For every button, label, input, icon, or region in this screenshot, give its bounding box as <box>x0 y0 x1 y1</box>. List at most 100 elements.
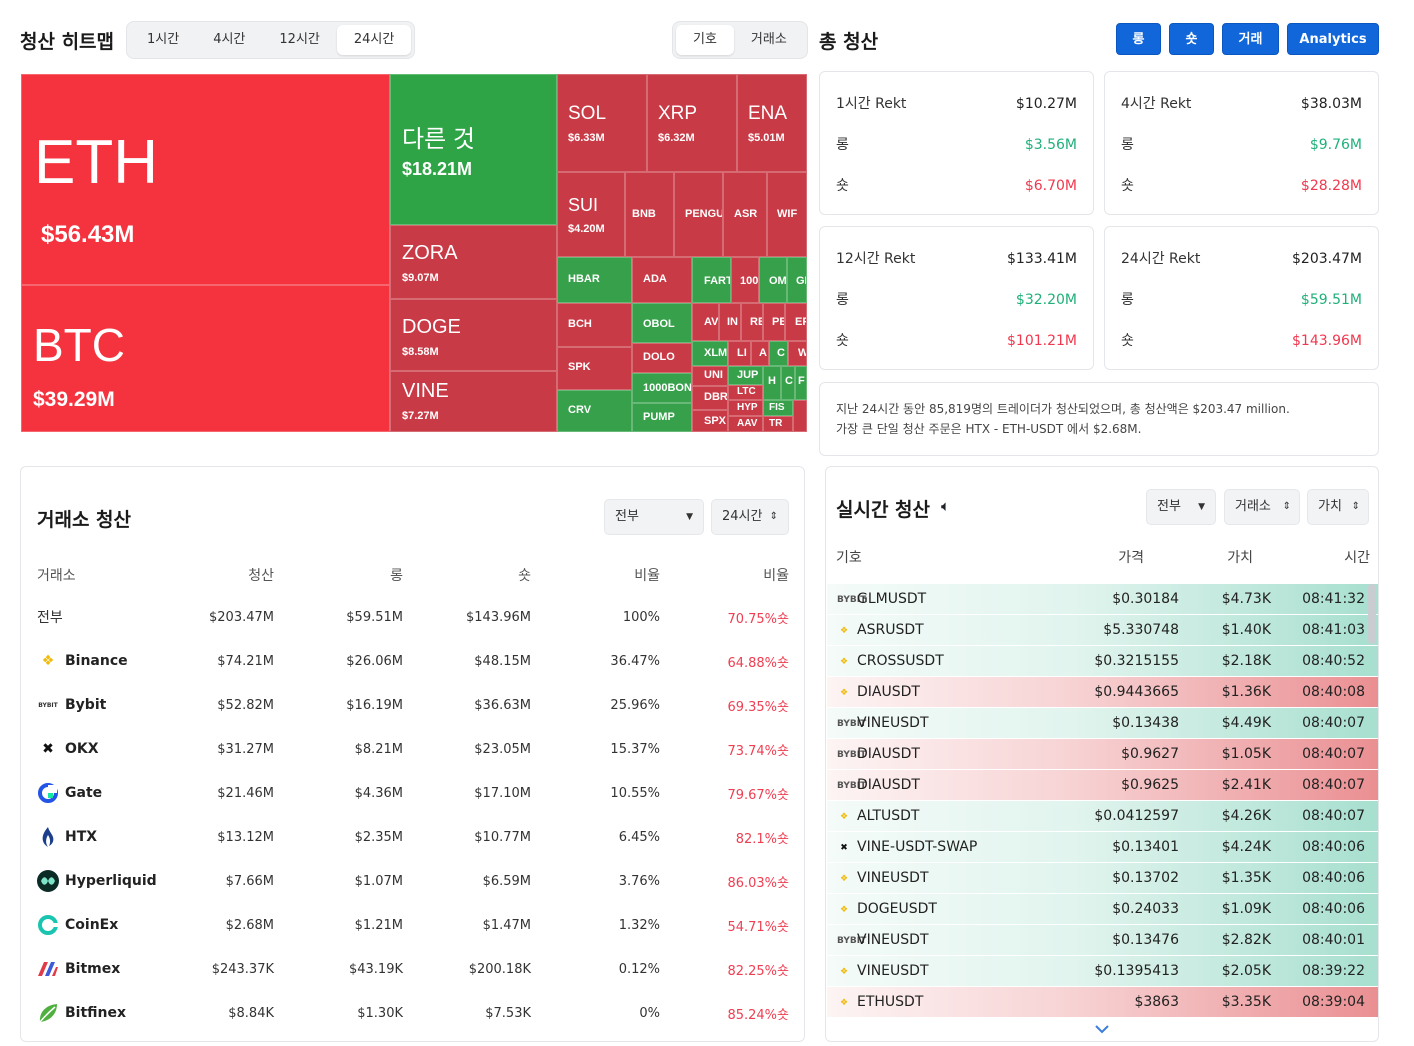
col-short-ratio[interactable]: 비율 <box>763 568 789 584</box>
analytics-button[interactable]: Analytics <box>1287 23 1379 55</box>
col-ratio[interactable]: 비율 <box>634 568 660 584</box>
live-filter-all[interactable]: 전부 ▼ <box>1146 489 1216 525</box>
heatmap-tile-gi[interactable]: GI <box>787 257 807 303</box>
list-item[interactable]: BYBIT DIAUSDT $0.9625 $2.41K 08:40:07 <box>827 770 1378 801</box>
list-item[interactable]: ❖ ASRUSDT $5.330748 $1.40K 08:41:03 <box>827 615 1378 646</box>
table-row[interactable]: Bitmex $243.37K $43.19K $200.18K 0.12% 8… <box>37 947 789 991</box>
heatmap-tile-om[interactable]: OM <box>759 257 787 303</box>
table-row[interactable]: ❖ Binance $74.21M $26.06M $48.15M 36.47% … <box>37 639 789 683</box>
time: 08:40:07 <box>1302 715 1365 731</box>
list-item[interactable]: ❖ VINEUSDT $0.1395413 $2.05K 08:39:22 <box>827 956 1378 987</box>
list-item[interactable]: ✖ VINE-USDT-SWAP $0.13401 $4.24K 08:40:06 <box>827 832 1378 863</box>
col-liquidation[interactable]: 청산 <box>248 568 274 584</box>
list-item[interactable]: ❖ ALTUSDT $0.0412597 $4.26K 08:40:07 <box>827 801 1378 832</box>
table-row[interactable]: HTX $13.12M $2.35M $10.77M 6.45% 82.1%숏 <box>37 815 789 859</box>
live-filter-exchange[interactable]: 거래소 ⇕ <box>1224 489 1300 525</box>
heatmap-tile-doge[interactable]: DOGE $8.58M <box>390 299 557 371</box>
heatmap-tile-pengu[interactable]: PENGU <box>674 172 723 257</box>
live-filter-value[interactable]: 가치 ⇕ <box>1307 489 1369 525</box>
heatmap-tile-av[interactable]: AV <box>692 303 719 341</box>
heatmap-tile-in[interactable]: IN <box>719 303 741 341</box>
heatmap-tile-f[interactable]: F <box>795 366 807 400</box>
exchange-period-dropdown[interactable]: 24시간 ⇕ <box>711 499 789 535</box>
list-item[interactable]: ❖ VINEUSDT $0.13702 $1.35K 08:40:06 <box>827 863 1378 894</box>
heatmap-tile-ena[interactable]: ENA $5.01M <box>737 74 807 172</box>
table-row[interactable]: Hyperliquid $7.66M $1.07M $6.59M 3.76% 8… <box>37 859 789 903</box>
heatmap-tile-pump[interactable]: PUMP <box>632 403 692 432</box>
table-row[interactable]: ✖ OKX $31.27M $8.21M $23.05M 15.37% 73.74… <box>37 727 789 771</box>
heatmap-tile-pe[interactable]: PE <box>763 303 785 341</box>
heatmap-tile-vine[interactable]: VINE $7.27M <box>390 371 557 432</box>
heatmap-tile-uni[interactable]: UNI <box>692 366 728 386</box>
heatmap-tile-sol[interactable]: SOL $6.33M <box>557 74 647 172</box>
heatmap-tile-fis[interactable]: FIS <box>763 400 793 416</box>
heatmap-tile-dbr[interactable]: DBR <box>692 386 728 410</box>
list-item[interactable]: ❖ DOGEUSDT $0.24033 $1.09K 08:40:06 <box>827 894 1378 925</box>
mute-speaker-icon[interactable]: 🔈︎ <box>941 497 951 515</box>
heatmap-tile-hyp[interactable]: HYP <box>728 400 763 416</box>
list-item[interactable]: BYBIT DIAUSDT $0.9627 $1.05K 08:40:07 <box>827 739 1378 770</box>
table-row[interactable]: Gate $21.46M $4.36M $17.10M 10.55% 79.67… <box>37 771 789 815</box>
heatmap-tile-c2[interactable]: C <box>781 366 795 400</box>
heatmap-tile-1000bon[interactable]: 1000BON <box>632 373 692 403</box>
heatmap-tile-misc[interactable] <box>793 400 807 432</box>
table-row[interactable]: 전부 $203.47M $59.51M $143.96M 100% 70.75%… <box>37 595 789 639</box>
tab-exchange[interactable]: 거래소 <box>750 32 787 47</box>
tab-4h[interactable]: 4시간 <box>213 32 246 47</box>
short-button[interactable]: 숏 <box>1169 23 1214 55</box>
heatmap-tile-ef[interactable]: EF <box>785 303 807 341</box>
heatmap-tile-h[interactable]: H <box>763 366 781 400</box>
heatmap-tile-li[interactable]: LI <box>728 341 751 366</box>
heatmap-tile-zora[interactable]: ZORA $9.07M <box>390 225 557 299</box>
heatmap-tile-fart[interactable]: FART <box>692 257 731 303</box>
heatmap-tile-100[interactable]: 100 <box>731 257 759 303</box>
chevron-down-icon[interactable] <box>1094 1022 1110 1038</box>
heatmap-tile-a[interactable]: A <box>751 341 769 366</box>
heatmap-tile-asr[interactable]: ASR <box>723 172 767 257</box>
live-list-scrollbar[interactable] <box>1368 584 1376 644</box>
heatmap-tile-sui[interactable]: SUI $4.20M <box>557 172 625 257</box>
heatmap-tile-tr[interactable]: TR <box>763 416 793 432</box>
heatmap-tile-crv[interactable]: CRV <box>557 390 632 432</box>
heatmap-tile-w[interactable]: W <box>788 341 807 366</box>
list-item[interactable]: ❖ CROSSUSDT $0.3215155 $2.18K 08:40:52 <box>827 646 1378 677</box>
heatmap-tile-wif[interactable]: WIF <box>767 172 807 257</box>
heatmap-tile-dolo[interactable]: DOLO <box>632 343 692 373</box>
heatmap-tile-btc[interactable]: BTC $39.29M <box>21 285 390 432</box>
tab-12h[interactable]: 12시간 <box>279 32 320 47</box>
heatmap-tile-spx[interactable]: SPX <box>692 410 728 432</box>
tab-24h[interactable]: 24시간 <box>336 25 412 55</box>
tab-symbol[interactable]: 기호 <box>676 25 734 55</box>
heatmap-tile-aav[interactable]: AAV <box>728 416 763 432</box>
heatmap-tile-ltc[interactable]: LTC <box>728 385 763 400</box>
heatmap-tile-bch[interactable]: BCH <box>557 303 632 347</box>
list-item[interactable]: ❖ DIAUSDT $0.9443665 $1.36K 08:40:08 <box>827 677 1378 708</box>
col-short[interactable]: 숏 <box>518 568 531 584</box>
heatmap-tile-others[interactable]: 다른 것 $18.21M <box>390 74 557 225</box>
list-item[interactable]: BYBIT VINEUSDT $0.13438 $4.49K 08:40:07 <box>827 708 1378 739</box>
heatmap-tile-ada[interactable]: ADA <box>632 257 692 303</box>
heatmap-tile-eth[interactable]: ETH $56.43M <box>21 74 390 285</box>
heatmap-tile-c[interactable]: C <box>769 341 788 366</box>
heatmap-tile-bnb[interactable]: BNB <box>625 172 674 257</box>
col-long[interactable]: 롱 <box>390 568 403 584</box>
live-liquidation-list[interactable]: BYBIT GLMUSDT $0.30184 $4.73K 08:41:32 ❖ ASRU… <box>827 584 1378 1024</box>
list-item[interactable]: ❖ ETHUSDT $3863 $3.35K 08:39:04 <box>827 987 1378 1018</box>
heatmap-tile-re[interactable]: RE <box>741 303 763 341</box>
list-item[interactable]: BYBIT VINEUSDT $0.13476 $2.82K 08:40:01 <box>827 925 1378 956</box>
table-row[interactable]: Bitfinex $8.84K $1.30K $7.53K 0% 85.24%숏 <box>37 991 789 1035</box>
heatmap-tile-jup[interactable]: JUP <box>728 366 763 385</box>
table-row[interactable]: BYBIT Bybit $52.82M $16.19M $36.63M 25.96… <box>37 683 789 727</box>
exchange-filter-dropdown[interactable]: 전부 ▼ <box>604 499 704 535</box>
tab-1h[interactable]: 1시간 <box>147 32 180 47</box>
heatmap-tile-xrp[interactable]: XRP $6.32M <box>647 74 737 172</box>
heatmap-tile-xlm[interactable]: XLM <box>692 341 728 366</box>
heatmap-tile-obol[interactable]: OBOL <box>632 303 692 343</box>
col-exchange[interactable]: 거래소 <box>37 568 76 584</box>
heatmap-tile-hbar[interactable]: HBAR <box>557 257 632 303</box>
list-item[interactable]: BYBIT GLMUSDT $0.30184 $4.73K 08:41:32 <box>827 584 1378 615</box>
trade-button[interactable]: 거래 <box>1222 23 1279 55</box>
long-button[interactable]: 롱 <box>1116 23 1161 55</box>
table-row[interactable]: CoinEx $2.68M $1.21M $1.47M 1.32% 54.71%… <box>37 903 789 947</box>
heatmap-tile-spk[interactable]: SPK <box>557 347 632 390</box>
